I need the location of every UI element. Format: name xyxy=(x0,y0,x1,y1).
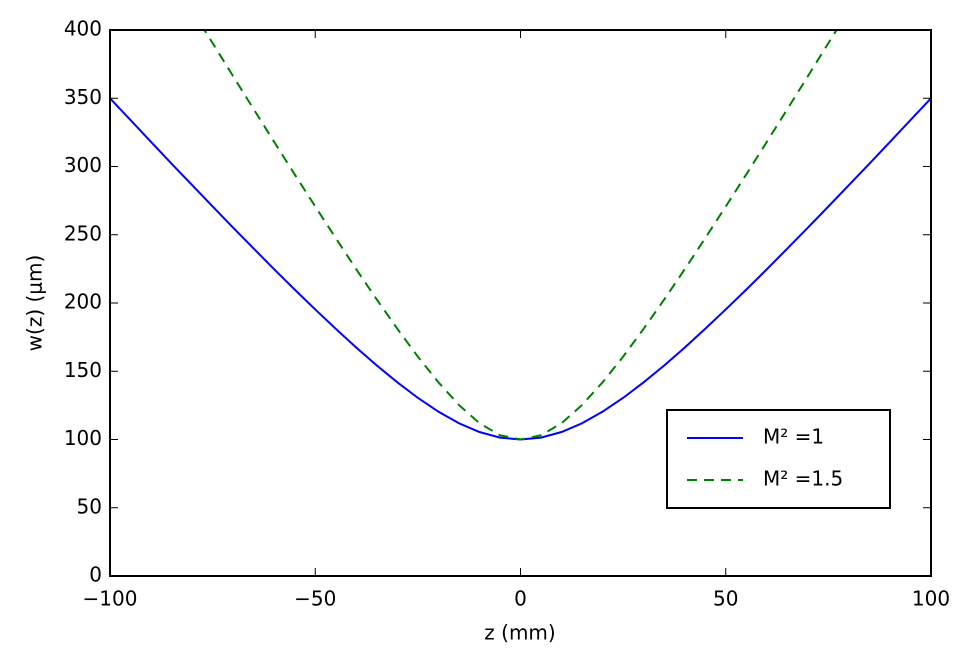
y-tick-label: 0 xyxy=(89,563,102,587)
y-tick-label: 150 xyxy=(64,358,102,382)
legend-label: M² =1 xyxy=(763,425,824,449)
plot-lines xyxy=(110,30,931,441)
y-tick-label: 400 xyxy=(64,17,102,41)
y-axis-label: w(z) (μm) xyxy=(23,255,47,352)
x-tick-label: −100 xyxy=(83,587,138,611)
x-tick-label: −50 xyxy=(294,587,336,611)
x-tick-label: 50 xyxy=(713,587,738,611)
x-tick-label: 100 xyxy=(912,587,950,611)
y-tick-label: 350 xyxy=(64,85,102,109)
y-tick-label: 200 xyxy=(64,290,102,314)
y-tick-label: 50 xyxy=(77,494,102,518)
series-line xyxy=(203,30,838,441)
x-axis-label: z (mm) xyxy=(484,621,555,645)
y-tick-label: 100 xyxy=(64,426,102,450)
y-tick-label: 250 xyxy=(64,221,102,245)
legend-box xyxy=(666,409,891,509)
y-tick-label: 300 xyxy=(64,153,102,177)
x-tick-label: 0 xyxy=(514,587,527,611)
series-line xyxy=(110,97,931,441)
legend-label: M² =1.5 xyxy=(763,467,843,491)
